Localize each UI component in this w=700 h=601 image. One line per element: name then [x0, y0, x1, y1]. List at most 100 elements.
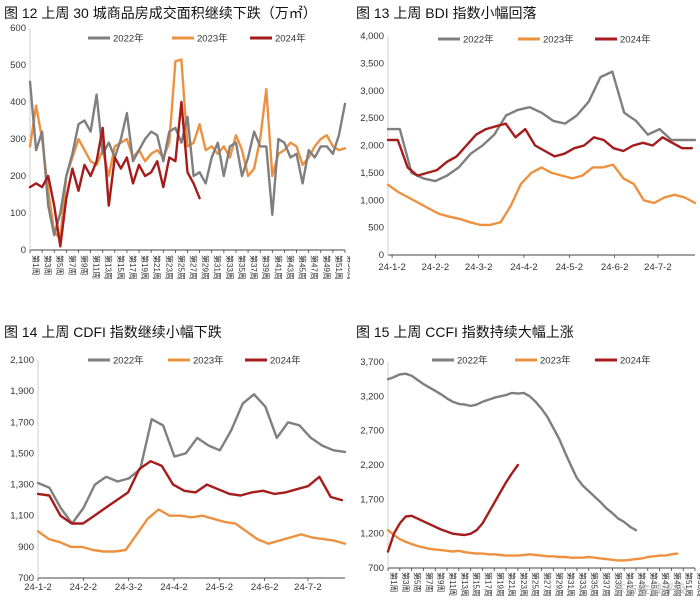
x-tick-label: 第9周 [79, 255, 89, 275]
chart-14-svg: 700 900 1,100 1,300 1,500 1,700 1,900 2,100 24-1… [10, 355, 347, 593]
x-tick-label: 第37周 [602, 572, 612, 597]
y-tick-label: 2,500 [360, 113, 384, 124]
legend-label-y2022: 2022年 [457, 355, 488, 367]
y-tick-label: 1,100 [10, 511, 34, 522]
x-tick-label: 第25周 [531, 572, 541, 597]
x-tick-label: 第21周 [152, 255, 162, 280]
y-tick-label: 400 [10, 97, 26, 108]
y-tick-label: 300 [10, 134, 26, 145]
x-tick-label: 第3周 [43, 255, 53, 275]
x-tick-label: 24-4-2 [160, 582, 187, 593]
y-tick-label: 0 [21, 245, 26, 256]
legend-label-y2022: 2022年 [113, 33, 144, 45]
x-tick-label: 24-3-2 [115, 582, 142, 593]
x-tick-label: 第1周 [31, 255, 41, 275]
x-tick-label: 第5周 [413, 572, 423, 592]
x-tick-label: 第47周 [310, 255, 320, 280]
x-tick-label: 第11周 [92, 255, 102, 279]
chart-panel-13: 图 13 上周 BDI 指数小幅回落 0 500 1,000 1,500 2,000 2,… [350, 0, 700, 300]
legend-label-y2024: 2024年 [270, 355, 301, 367]
y-tick-label: 1,300 [10, 480, 34, 491]
x-tick-label: 第15周 [472, 572, 482, 597]
x-tick-label: 第37周 [249, 255, 259, 280]
series-line-y2023 [386, 163, 697, 227]
y-tick-label: 500 [368, 223, 384, 234]
y-tick-label: 3,700 [360, 357, 384, 368]
x-tick-label: 第35周 [237, 255, 247, 280]
x-tick-label: 第35周 [590, 572, 600, 597]
x-tick-label: 第17周 [483, 572, 493, 597]
y-tick-label: 100 [10, 208, 26, 219]
series-line-y2022 [28, 80, 347, 237]
x-tick-label: 第33周 [225, 255, 235, 280]
y-tick-label: 3,000 [360, 86, 384, 97]
x-tick-label: 第1周 [389, 572, 399, 592]
x-tick-label: 24-6-2 [601, 262, 628, 273]
y-tick-label: 4,000 [360, 31, 384, 42]
y-tick-label: 1,000 [360, 195, 384, 206]
y-tick-label: 2,200 [360, 460, 384, 471]
x-tick-label: 第33周 [578, 572, 588, 597]
x-tick-label: 24-4-2 [510, 262, 537, 273]
x-tick-label: 第7周 [67, 255, 77, 275]
x-tick-label: 第21周 [507, 572, 517, 597]
y-tick-label: 500 [10, 60, 26, 71]
x-tick-label: 第13周 [460, 572, 470, 597]
chart-title-13: 图 13 上周 BDI 指数小幅回落 [356, 5, 537, 21]
x-tick-label: 第29周 [201, 255, 211, 280]
chart-panel-12: 图 12 上周 30 城商品房成交面积继续下跌（万㎡） 0 100 200 300 40… [0, 0, 350, 300]
y-tick-label: 200 [10, 171, 26, 182]
x-tick-label: 第51周 [334, 255, 344, 280]
x-tick-label: 第49周 [672, 572, 682, 597]
y-tick-label: 700 [18, 573, 34, 584]
x-tick-label: 第31周 [566, 572, 576, 597]
chart-title-15: 图 15 上周 CCFI 指数持续大幅上涨 [356, 324, 574, 340]
x-tick-label: 第3周 [401, 572, 411, 592]
legend-label-y2024: 2024年 [620, 355, 651, 367]
legend-label-y2024: 2024年 [275, 33, 306, 45]
series-line-y2024 [28, 100, 201, 248]
chart-panel-14: 图 14 上周 CDFI 指数继续小幅下跌 700 900 1,100 1,300 1,… [0, 300, 350, 601]
series-line-y2024 [386, 122, 694, 177]
legend-label-y2022: 2022年 [463, 34, 494, 46]
series-line-y2023 [28, 58, 347, 241]
legend-label-y2023: 2023年 [540, 355, 571, 367]
x-tick-label: 24-6-2 [251, 582, 278, 593]
x-tick-label: 第29周 [554, 572, 564, 597]
x-tick-label: 第43周 [637, 572, 647, 597]
series-line-y2022 [386, 372, 638, 532]
x-tick-label: 第47周 [661, 572, 671, 597]
series-line-y2023 [386, 528, 679, 562]
legend-label-y2024: 2024年 [620, 34, 651, 46]
y-tick-label: 3,200 [360, 391, 384, 402]
x-tick-label: 第19周 [495, 572, 505, 597]
x-tick-label: 24-5-2 [556, 262, 583, 273]
x-tick-label: 第41周 [625, 572, 635, 597]
x-tick-label: 第27周 [543, 572, 553, 597]
x-tick-label: 24-3-2 [465, 262, 492, 273]
x-tick-label: 第5周 [55, 255, 65, 275]
x-tick-label: 24-2-2 [70, 582, 97, 593]
chart-panel-15: 图 15 上周 CCFI 指数持续大幅上涨 700 1,200 1,700 2,200… [350, 300, 700, 601]
y-tick-label: 1,700 [10, 417, 34, 428]
y-tick-label: 2,700 [360, 426, 384, 437]
x-tick-label: 第15周 [116, 255, 126, 280]
x-tick-label: 第9周 [436, 572, 446, 592]
watermark: 东方金诚评级 [613, 582, 686, 596]
y-tick-label: 1,700 [360, 494, 384, 505]
legend-label-y2023: 2023年 [543, 34, 574, 46]
y-tick-label: 600 [10, 23, 26, 34]
x-tick-label: 第13周 [104, 255, 114, 280]
x-tick-label: 第45周 [649, 572, 659, 597]
y-tick-label: 1,500 [10, 448, 34, 459]
chart-title-14: 图 14 上周 CDFI 指数继续小幅下跌 [4, 324, 222, 340]
legend-label-y2023: 2023年 [193, 355, 224, 367]
x-tick-label: 第7周 [424, 572, 434, 592]
x-tick-label: 第53周 [346, 255, 350, 280]
x-tick-label: 第17周 [128, 255, 138, 280]
y-tick-label: 1,500 [360, 168, 384, 179]
x-tick-label: 24-1-2 [378, 262, 405, 273]
x-tick-label: 第43周 [285, 255, 295, 280]
x-tick-label: 24-1-2 [24, 582, 51, 593]
legend-label-y2023: 2023年 [197, 33, 228, 45]
